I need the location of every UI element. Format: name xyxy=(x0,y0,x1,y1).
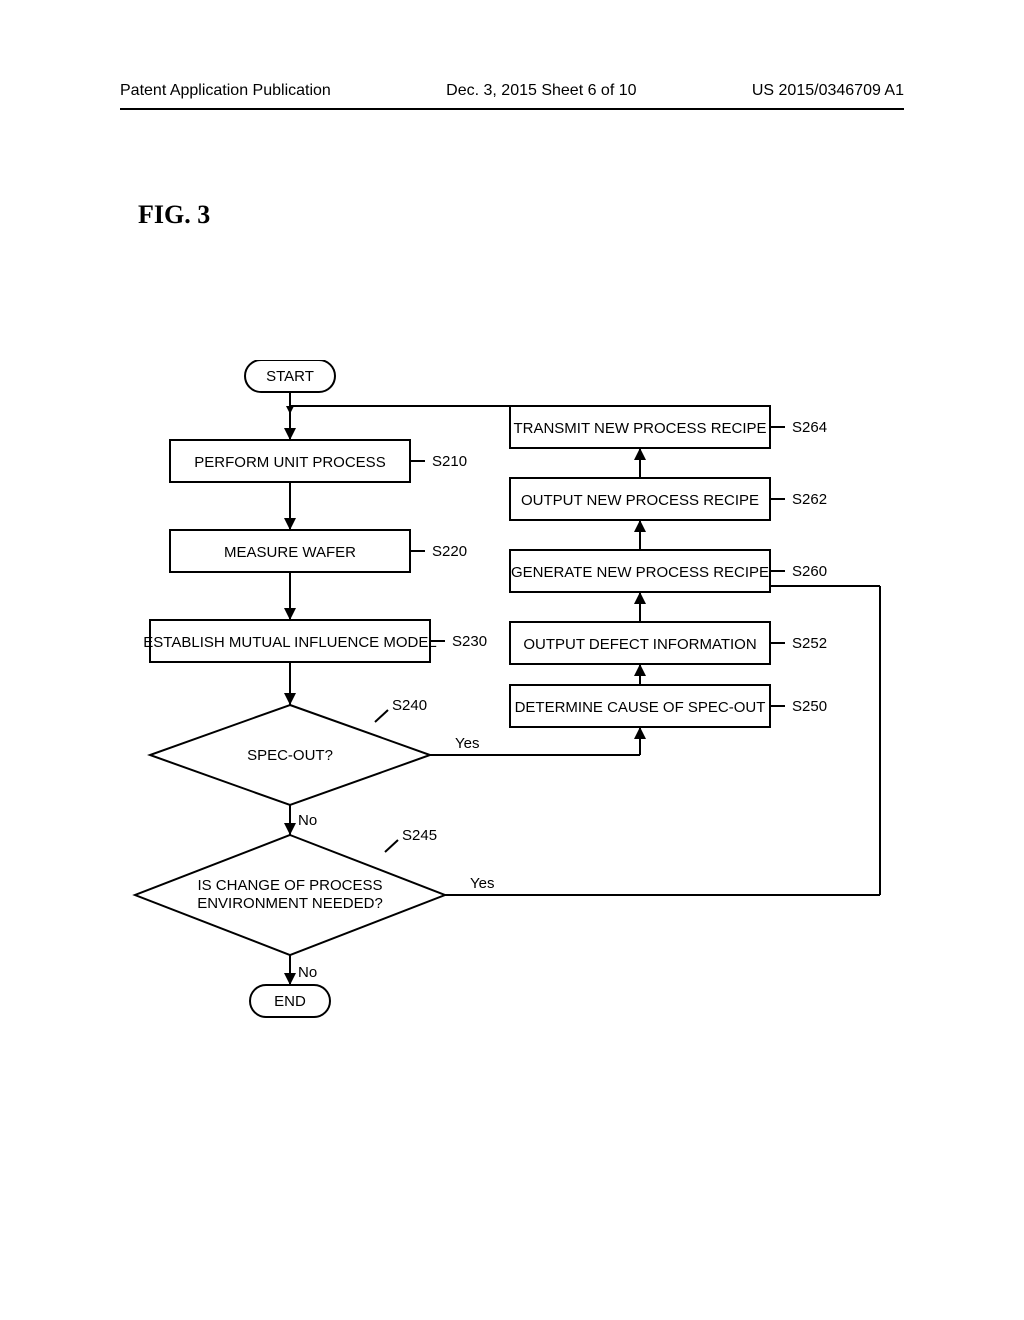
s252-ref: S252 xyxy=(792,635,827,652)
s264-text: TRANSMIT NEW PROCESS RECIPE xyxy=(513,420,766,437)
s252-text: OUTPUT DEFECT INFORMATION xyxy=(523,636,756,653)
s250-text: DETERMINE CAUSE OF SPEC-OUT xyxy=(515,699,766,716)
end-label: END xyxy=(274,993,306,1010)
s240-ref: S240 xyxy=(392,697,427,714)
s220-ref: S220 xyxy=(432,543,467,560)
s250-ref: S250 xyxy=(792,698,827,715)
start-label: START xyxy=(266,368,314,385)
s245-ref: S245 xyxy=(402,827,437,844)
s245-text1: IS CHANGE OF PROCESS xyxy=(197,877,382,894)
s260-ref: S260 xyxy=(792,563,827,580)
s210-text: PERFORM UNIT PROCESS xyxy=(194,454,385,471)
header-left: Patent Application Publication xyxy=(120,82,331,100)
header-rule xyxy=(120,108,904,110)
s230-ref: S230 xyxy=(452,633,487,650)
s245-text2: ENVIRONMENT NEEDED? xyxy=(197,895,383,912)
s264-ref: S264 xyxy=(792,419,827,436)
header-right: US 2015/0346709 A1 xyxy=(752,82,904,100)
patent-page-header: Patent Application Publication Dec. 3, 2… xyxy=(0,82,1024,100)
s262-text: OUTPUT NEW PROCESS RECIPE xyxy=(521,492,759,509)
s210-ref: S210 xyxy=(432,453,467,470)
flowchart: START PERFORM UNIT PROCESS S210 MEASURE … xyxy=(120,360,920,1080)
s262-ref: S262 xyxy=(792,491,827,508)
s240-text: SPEC-OUT? xyxy=(247,747,333,764)
s240-yes: Yes xyxy=(455,735,479,752)
s220-text: MEASURE WAFER xyxy=(224,544,356,561)
figure-number-label: FIG. 3 xyxy=(138,200,210,230)
header-center: Dec. 3, 2015 Sheet 6 of 10 xyxy=(446,82,636,100)
s260-text: GENERATE NEW PROCESS RECIPE xyxy=(511,564,769,581)
s245-no: No xyxy=(298,964,317,981)
s240-no: No xyxy=(298,812,317,829)
s230-text: ESTABLISH MUTUAL INFLUENCE MODEL xyxy=(143,634,436,651)
s245-yes: Yes xyxy=(470,875,494,892)
